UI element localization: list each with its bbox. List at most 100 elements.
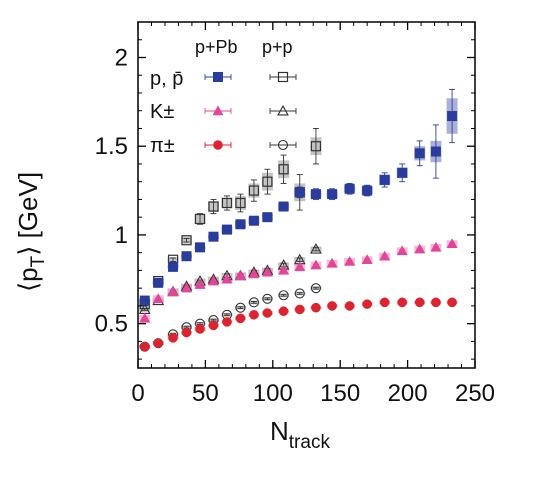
- p-pb-k-point: [294, 261, 306, 272]
- p-pb-pi-point: [344, 301, 355, 311]
- p-pb-p-point: [221, 224, 232, 235]
- p-pb-pi-point: [311, 302, 321, 313]
- p-p-pi-point: [262, 293, 273, 304]
- p-pb-pi-point: [208, 320, 219, 331]
- x-tick-label-5: 250: [455, 380, 495, 407]
- p-pb-k-point: [139, 312, 151, 323]
- p-pb-p-point: [181, 251, 192, 262]
- plot-border: [137, 21, 476, 369]
- legend-p-p-pi-marker: [277, 139, 289, 151]
- p-p-p-point: [194, 213, 206, 225]
- p-pb-pi-point: [168, 333, 178, 343]
- y-axis-title: ⟨pT⟩ [GeV]: [13, 172, 49, 292]
- p-p-p-point: [310, 141, 322, 152]
- p-p-p-point: [235, 197, 246, 209]
- p-pb-k-point: [446, 238, 458, 249]
- p-pb-k-point: [261, 266, 273, 277]
- p-pb-pi-point: [447, 297, 457, 308]
- p-p-k-point: [310, 243, 322, 254]
- p-pb-p-point: [430, 146, 441, 157]
- x-axis-title-sub: track: [289, 432, 331, 453]
- p-pb-p-point: [153, 277, 164, 288]
- p-pb-k-point: [221, 273, 233, 284]
- p-pb-k-point: [208, 275, 219, 286]
- p-pb-k-point: [414, 243, 426, 254]
- x-axis-title-main: N: [270, 416, 289, 446]
- p-pb-k-point: [396, 245, 408, 256]
- p-pb-k-point: [248, 268, 260, 279]
- p-p-pi-point: [248, 297, 259, 308]
- p-pb-k-point: [278, 264, 290, 275]
- p-pb-pi-point: [181, 327, 192, 338]
- p-pb-p-point: [248, 215, 259, 226]
- p-pb-k-point: [234, 270, 246, 280]
- y-tick-label-1: 1: [115, 222, 128, 249]
- p-pb-pi-point: [414, 297, 425, 308]
- p-pb-p-point: [262, 212, 273, 223]
- p-pb-p-point: [362, 185, 373, 196]
- p-pb-pi-point: [327, 301, 337, 311]
- y-tick-label-0: 0.5: [95, 311, 128, 338]
- p-pb-p-point: [397, 167, 408, 178]
- legend-p-pb-k-marker: [212, 105, 224, 116]
- p-pb-k-point: [361, 254, 373, 265]
- y-axis-title-sub: T: [28, 255, 49, 267]
- p-pb-p-point: [168, 261, 179, 272]
- p-pb-p-point: [327, 189, 338, 200]
- x-tick-label-2: 100: [253, 380, 293, 407]
- p-pb-pi-point: [222, 317, 232, 327]
- axis-titles: Ntrack ⟨pT⟩ [GeV]: [13, 172, 330, 453]
- p-p-pi-point: [278, 290, 289, 301]
- p-pb-k-point: [181, 282, 192, 293]
- legend-markers: [204, 71, 297, 151]
- p-pb-k-point: [379, 250, 391, 261]
- p-p-pi-point: [310, 283, 321, 294]
- p-pb-pi-point: [195, 324, 205, 334]
- p-p-p-point: [278, 164, 289, 175]
- legend-p-pb-p-marker: [213, 72, 223, 82]
- p-p-pi-point: [294, 288, 305, 299]
- p-pb-pi-point: [139, 341, 150, 352]
- p-pb-pi-point: [431, 297, 441, 308]
- p-pb-pi-point: [262, 308, 273, 318]
- legend: p+Pb p+p p, p̄ K± π±: [150, 37, 297, 157]
- p-pb-k-point: [167, 286, 179, 296]
- p-p-p-point: [181, 235, 192, 246]
- legend-p-p-p-marker: [277, 71, 289, 83]
- p-p-p-point: [248, 185, 260, 196]
- p-pb-p-point: [195, 242, 206, 253]
- y-tick-label-3: 2: [115, 44, 128, 71]
- x-tick-label-4: 200: [388, 380, 428, 407]
- legend-label-pion: π±: [150, 135, 175, 157]
- data-markers: [138, 111, 458, 352]
- y-axis-title-main: ⟨p: [13, 267, 43, 292]
- p-pb-p-point: [294, 187, 305, 198]
- x-tick-label-0: 0: [131, 380, 144, 407]
- y-axis-title-unit: ⟩ [GeV]: [13, 172, 43, 256]
- p-pb-p-point: [139, 295, 150, 306]
- p-pb-pi-point: [278, 306, 289, 317]
- x-tick-label-3: 150: [320, 380, 360, 407]
- p-p-p-point: [208, 201, 219, 212]
- p-pb-pi-point: [379, 297, 390, 308]
- p-pb-p-point: [414, 148, 425, 159]
- p-pb-p-point: [344, 183, 355, 194]
- p-pb-pi-point: [294, 304, 305, 315]
- p-p-pi-point: [235, 302, 246, 313]
- p-pb-k-point: [310, 259, 322, 270]
- p-pb-k-point: [194, 279, 206, 289]
- p-pb-p-point: [278, 201, 289, 212]
- p-p-p-point: [262, 176, 273, 187]
- legend-header-ppb: p+Pb: [195, 37, 238, 57]
- x-tick-label-1: 50: [192, 380, 219, 407]
- axes: 0 50 100 150 200 250 0.5 1 1.5 2: [95, 22, 495, 407]
- x-axis-title: Ntrack: [270, 416, 330, 453]
- legend-p-pb-pi-marker: [213, 140, 223, 150]
- p-pb-p-point: [235, 219, 246, 230]
- p-pb-k-point: [344, 255, 356, 266]
- legend-header-pp: p+p: [262, 37, 293, 57]
- legend-label-proton: p, p̄: [150, 68, 183, 90]
- p-p-p-point: [221, 197, 233, 209]
- legend-label-kaon: K±: [150, 101, 174, 123]
